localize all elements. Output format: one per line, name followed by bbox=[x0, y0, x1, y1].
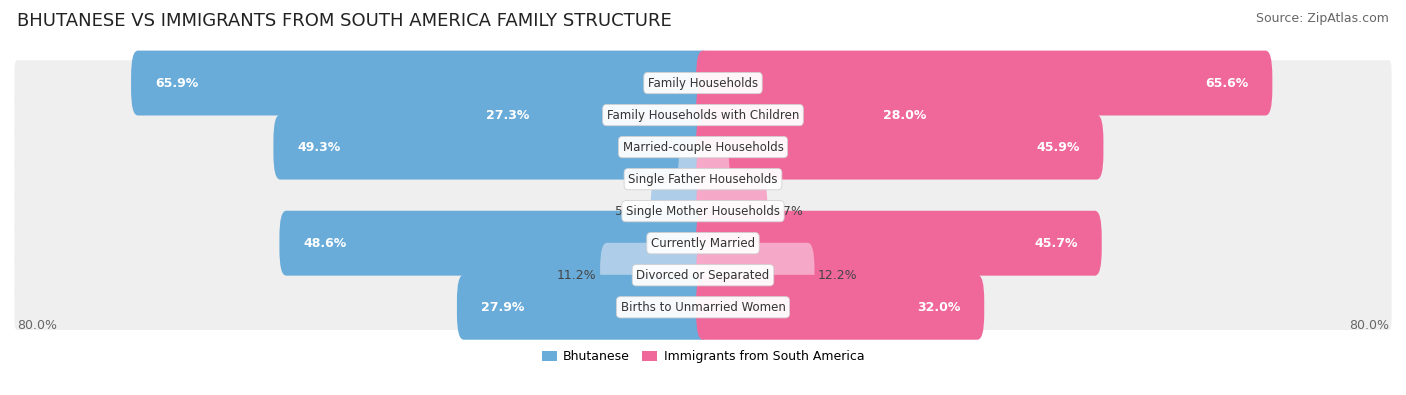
Text: 2.1%: 2.1% bbox=[643, 173, 675, 186]
Text: BHUTANESE VS IMMIGRANTS FROM SOUTH AMERICA FAMILY STRUCTURE: BHUTANESE VS IMMIGRANTS FROM SOUTH AMERI… bbox=[17, 12, 672, 30]
Legend: Bhutanese, Immigrants from South America: Bhutanese, Immigrants from South America bbox=[537, 345, 869, 368]
FancyBboxPatch shape bbox=[696, 83, 950, 147]
FancyBboxPatch shape bbox=[696, 147, 730, 212]
FancyBboxPatch shape bbox=[651, 179, 710, 244]
FancyBboxPatch shape bbox=[600, 243, 710, 308]
FancyBboxPatch shape bbox=[696, 115, 1104, 180]
Text: 49.3%: 49.3% bbox=[298, 141, 340, 154]
Text: 5.3%: 5.3% bbox=[616, 205, 647, 218]
FancyBboxPatch shape bbox=[457, 275, 710, 340]
Text: Single Mother Households: Single Mother Households bbox=[626, 205, 780, 218]
FancyBboxPatch shape bbox=[696, 243, 814, 308]
Text: 80.0%: 80.0% bbox=[17, 319, 58, 332]
FancyBboxPatch shape bbox=[678, 147, 710, 212]
Text: Family Households with Children: Family Households with Children bbox=[607, 109, 799, 122]
FancyBboxPatch shape bbox=[463, 83, 710, 147]
FancyBboxPatch shape bbox=[14, 60, 1392, 106]
FancyBboxPatch shape bbox=[696, 51, 1272, 115]
FancyBboxPatch shape bbox=[14, 92, 1392, 138]
Text: 12.2%: 12.2% bbox=[818, 269, 858, 282]
FancyBboxPatch shape bbox=[273, 115, 710, 180]
Text: 6.7%: 6.7% bbox=[770, 205, 803, 218]
Text: 45.9%: 45.9% bbox=[1036, 141, 1080, 154]
Text: 45.7%: 45.7% bbox=[1035, 237, 1078, 250]
Text: Currently Married: Currently Married bbox=[651, 237, 755, 250]
Text: 11.2%: 11.2% bbox=[557, 269, 596, 282]
Text: Divorced or Separated: Divorced or Separated bbox=[637, 269, 769, 282]
FancyBboxPatch shape bbox=[696, 179, 768, 244]
Text: Family Households: Family Households bbox=[648, 77, 758, 90]
Text: 27.9%: 27.9% bbox=[481, 301, 524, 314]
Text: Single Father Households: Single Father Households bbox=[628, 173, 778, 186]
FancyBboxPatch shape bbox=[14, 156, 1392, 202]
FancyBboxPatch shape bbox=[14, 124, 1392, 170]
Text: 65.6%: 65.6% bbox=[1205, 77, 1249, 90]
Text: 48.6%: 48.6% bbox=[304, 237, 347, 250]
FancyBboxPatch shape bbox=[14, 284, 1392, 330]
FancyBboxPatch shape bbox=[696, 211, 1102, 276]
Text: Married-couple Households: Married-couple Households bbox=[623, 141, 783, 154]
FancyBboxPatch shape bbox=[131, 51, 710, 115]
FancyBboxPatch shape bbox=[14, 220, 1392, 266]
Text: 27.3%: 27.3% bbox=[486, 109, 530, 122]
Text: 32.0%: 32.0% bbox=[917, 301, 960, 314]
Text: 2.3%: 2.3% bbox=[733, 173, 765, 186]
Text: 65.9%: 65.9% bbox=[155, 77, 198, 90]
FancyBboxPatch shape bbox=[14, 188, 1392, 234]
Text: Births to Unmarried Women: Births to Unmarried Women bbox=[620, 301, 786, 314]
FancyBboxPatch shape bbox=[696, 275, 984, 340]
Text: 80.0%: 80.0% bbox=[1348, 319, 1389, 332]
FancyBboxPatch shape bbox=[280, 211, 710, 276]
Text: 28.0%: 28.0% bbox=[883, 109, 927, 122]
FancyBboxPatch shape bbox=[14, 252, 1392, 298]
Text: Source: ZipAtlas.com: Source: ZipAtlas.com bbox=[1256, 12, 1389, 25]
